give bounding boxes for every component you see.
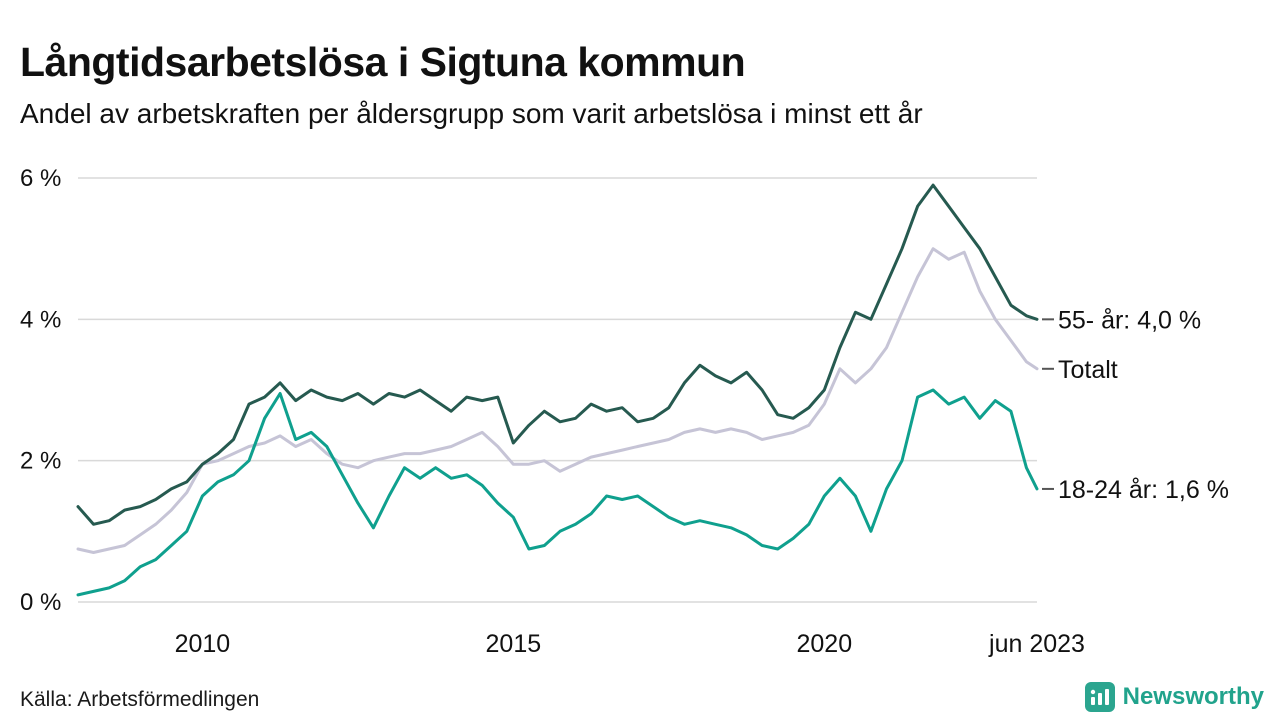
x-tick-label: 2015 xyxy=(486,630,542,658)
source-credit: Källa: Arbetsförmedlingen xyxy=(20,688,260,711)
x-tick-label: jun 2023 xyxy=(988,630,1085,658)
series-line-totalt xyxy=(76,247,1039,554)
series-line-55-r xyxy=(76,183,1039,526)
brand-name: Newsworthy xyxy=(1122,683,1264,710)
newsworthy-logo-icon xyxy=(1084,682,1115,712)
y-tick-label: 0 % xyxy=(20,589,61,616)
y-tick-label: 2 % xyxy=(20,448,61,475)
page-title: Långtidsarbetslösa i Sigtuna kommun xyxy=(20,39,746,86)
series-end-label-55-r: 55- år: 4,0 % xyxy=(1058,306,1201,334)
y-tick-label: 4 % xyxy=(20,306,61,333)
y-tick-label: 6 % xyxy=(20,165,61,192)
x-tick-label: 2010 xyxy=(175,630,231,658)
x-tick-label: 2020 xyxy=(796,630,852,658)
chart-subtitle: Andel av arbetskraften per åldersgrupp s… xyxy=(20,98,923,129)
series-line-18-24-r xyxy=(76,388,1039,597)
series-end-label-18-24-r: 18-24 år: 1,6 % xyxy=(1058,476,1229,504)
newsworthy-brand[interactable]: Newsworthy xyxy=(1084,682,1264,712)
series-end-label-totalt: Totalt xyxy=(1058,356,1118,384)
